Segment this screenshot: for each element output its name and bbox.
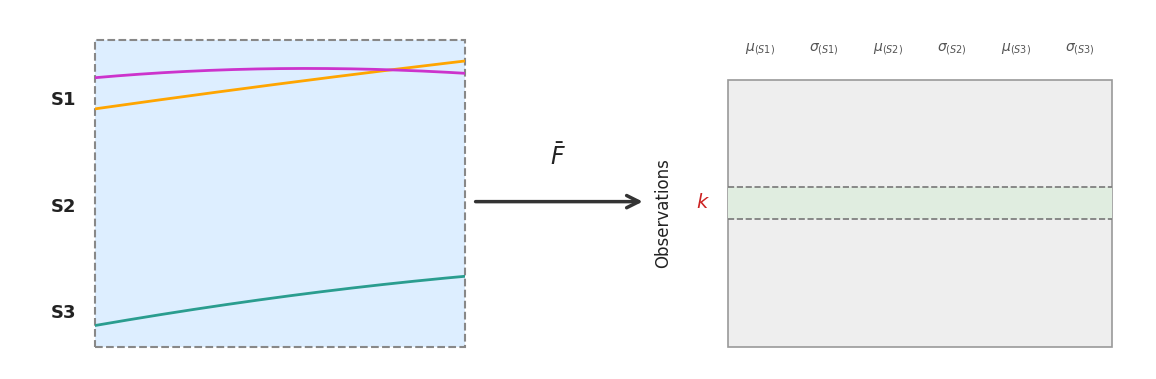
Text: S1: S1 (51, 91, 76, 109)
Text: $\sigma_{(S3)}$: $\sigma_{(S3)}$ (1065, 41, 1095, 56)
Text: Observations: Observations (654, 158, 673, 268)
Text: $\mu_{(S1)}$: $\mu_{(S1)}$ (746, 41, 776, 56)
Text: $\mu_{(S3)}$: $\mu_{(S3)}$ (1001, 41, 1031, 56)
Text: $k$: $k$ (696, 193, 710, 212)
Text: $\bar{F}$: $\bar{F}$ (550, 143, 566, 169)
Text: $\mu_{(S2)}$: $\mu_{(S2)}$ (873, 41, 903, 56)
Text: S3: S3 (51, 304, 76, 323)
Text: $\sigma_{(S2)}$: $\sigma_{(S2)}$ (938, 41, 968, 56)
Bar (728, 80, 1112, 347)
Bar (728, 186, 1112, 219)
Text: $\sigma_{(S1)}$: $\sigma_{(S1)}$ (809, 41, 839, 56)
FancyBboxPatch shape (95, 40, 465, 347)
Text: S2: S2 (51, 197, 76, 216)
